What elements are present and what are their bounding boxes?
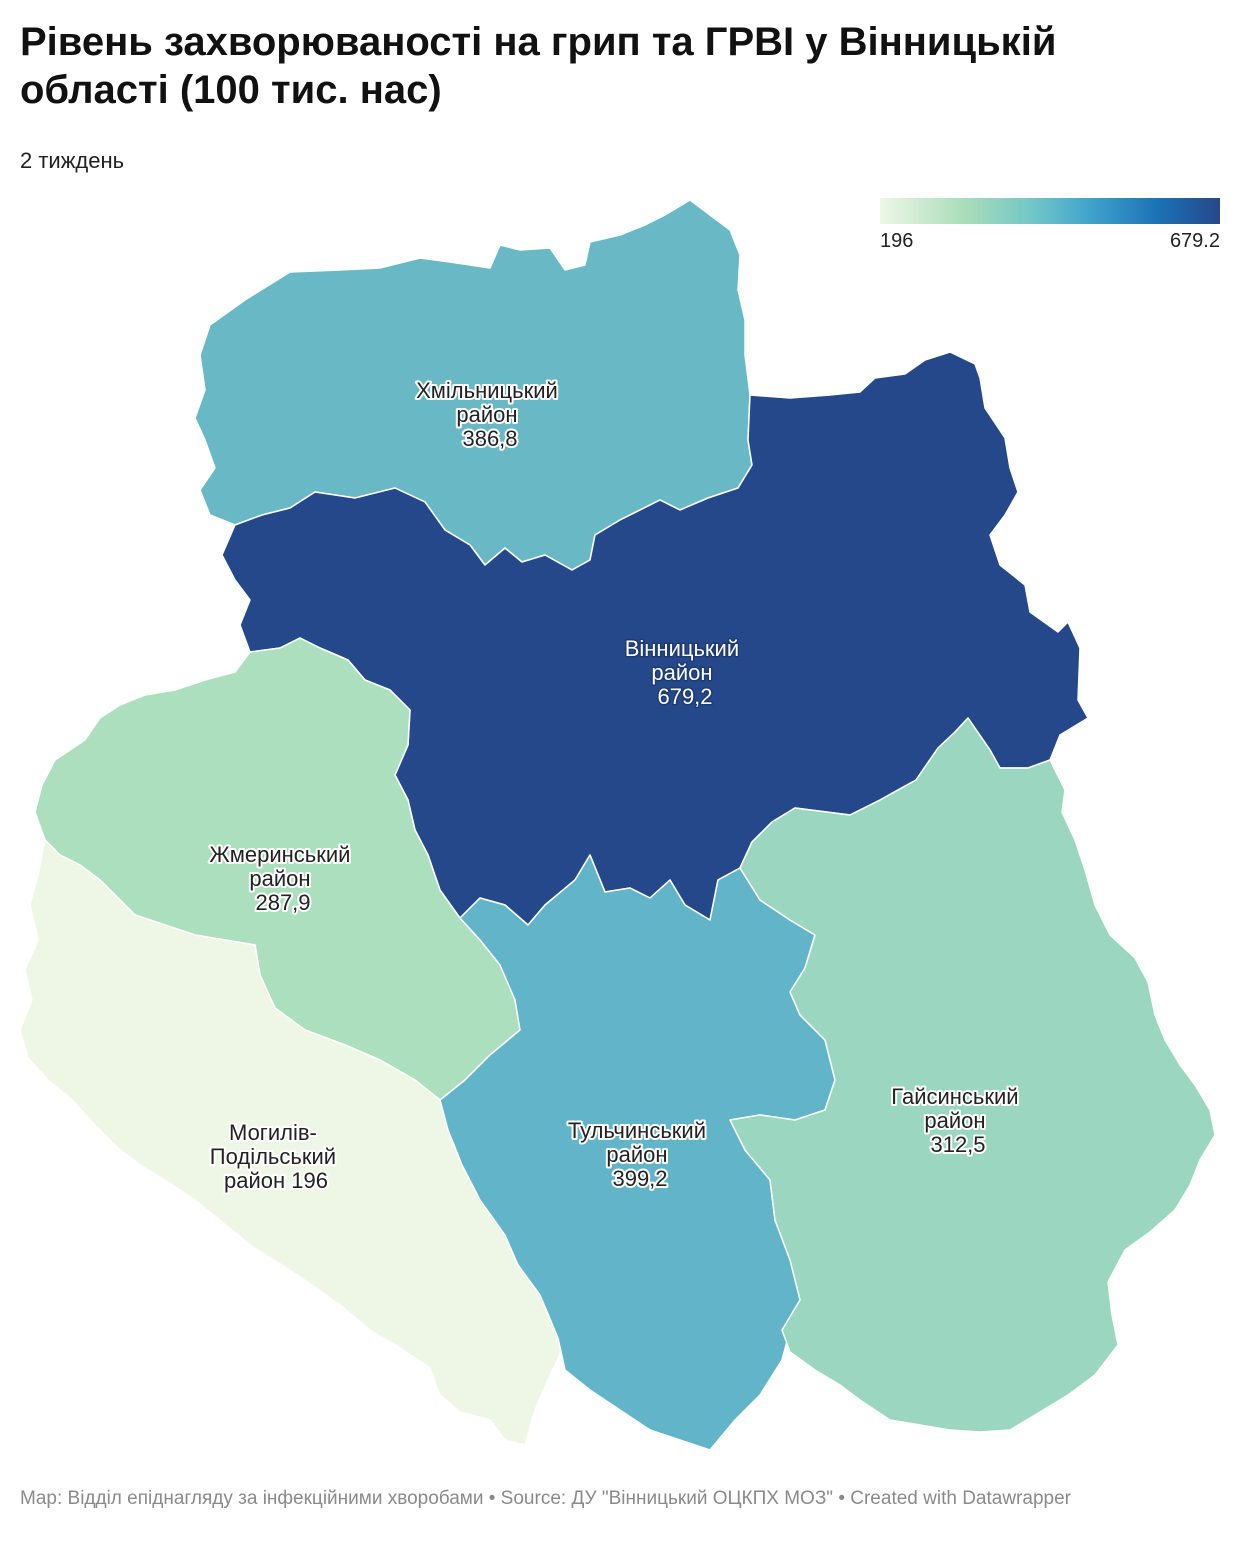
- legend-max-label: 679.2: [1169, 230, 1220, 252]
- choropleth-map: Хмільницький район 386,8 Вінницький райо…: [19, 199, 1216, 1451]
- label-khmilnytskyi-value: 386,8: [462, 426, 517, 451]
- label-tulchynskyi-line-1: Тульчинський: [568, 1118, 706, 1143]
- label-mohyliv-podilskyi-line-1: Могилів-: [229, 1120, 317, 1145]
- legend-min-label: 196: [880, 230, 914, 252]
- label-haisynskyi-line-2: район: [924, 1108, 985, 1133]
- label-vinnytskyi-line-1: Вінницький: [625, 636, 739, 661]
- label-haisynskyi: Гайсинський район 312,5: [891, 1084, 1024, 1157]
- label-tulchynskyi-line-2: район: [606, 1142, 667, 1167]
- color-legend: 196 679.2: [880, 198, 1220, 258]
- label-mohyliv-podilskyi-line-2: Подільський: [210, 1144, 336, 1169]
- label-khmilnytskyi: Хмільницький район 386,8: [416, 378, 564, 451]
- label-tulchynskyi: Тульчинський район 399,2: [568, 1118, 712, 1191]
- legend-gradient-bar: [880, 198, 1220, 224]
- label-vinnytskyi-line-2: район: [651, 660, 712, 685]
- label-zhmerynskyi: Жмеринський район 287,9: [209, 842, 356, 915]
- chart-footer: Map: Відділ епіднагляду за інфекційними …: [20, 1488, 1071, 1509]
- label-vinnytskyi: Вінницький район 679,2: [625, 636, 746, 709]
- label-khmilnytskyi-line-2: район: [456, 402, 517, 427]
- label-haisynskyi-value: 312,5: [930, 1132, 985, 1157]
- label-vinnytskyi-value: 679,2: [657, 684, 712, 709]
- label-mohyliv-podilskyi-line-3: район 196: [224, 1168, 328, 1193]
- label-zhmerynskyi-value: 287,9: [255, 890, 310, 915]
- label-zhmerynskyi-line-1: Жмеринський: [209, 842, 350, 867]
- label-khmilnytskyi-line-1: Хмільницький: [416, 378, 558, 403]
- chart-title: Рівень захворюваності на грип та ГРВІ у …: [20, 20, 1057, 112]
- label-mohyliv-podilskyi: Могилів- Подільський район 196: [210, 1120, 342, 1193]
- chart-subtitle: 2 тиждень: [20, 148, 125, 173]
- label-tulchynskyi-value: 399,2: [612, 1166, 667, 1191]
- region-mohyliv-podilskyi[interactable]: [19, 839, 563, 1446]
- region-haisynskyi[interactable]: [729, 717, 1216, 1433]
- label-zhmerynskyi-line-2: район: [249, 866, 310, 891]
- label-haisynskyi-line-1: Гайсинський: [891, 1084, 1018, 1109]
